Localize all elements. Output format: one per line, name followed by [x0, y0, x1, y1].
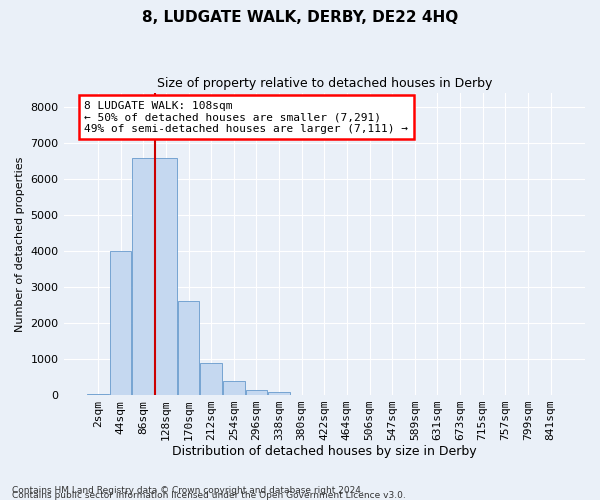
Bar	[245, 390, 267, 395]
Text: Contains HM Land Registry data © Crown copyright and database right 2024.: Contains HM Land Registry data © Crown c…	[12, 486, 364, 495]
Title: Size of property relative to detached houses in Derby: Size of property relative to detached ho…	[157, 78, 492, 90]
Bar	[200, 364, 222, 395]
Text: 8, LUDGATE WALK, DERBY, DE22 4HQ: 8, LUDGATE WALK, DERBY, DE22 4HQ	[142, 10, 458, 25]
Bar	[268, 392, 290, 395]
Bar	[133, 158, 154, 395]
Bar	[223, 382, 245, 395]
Text: Contains public sector information licensed under the Open Government Licence v3: Contains public sector information licen…	[12, 491, 406, 500]
Bar	[178, 301, 199, 395]
Text: 8 LUDGATE WALK: 108sqm
← 50% of detached houses are smaller (7,291)
49% of semi-: 8 LUDGATE WALK: 108sqm ← 50% of detached…	[85, 100, 409, 134]
Bar	[87, 394, 109, 395]
Bar	[110, 251, 131, 395]
X-axis label: Distribution of detached houses by size in Derby: Distribution of detached houses by size …	[172, 444, 476, 458]
Y-axis label: Number of detached properties: Number of detached properties	[15, 156, 25, 332]
Bar	[155, 158, 176, 395]
